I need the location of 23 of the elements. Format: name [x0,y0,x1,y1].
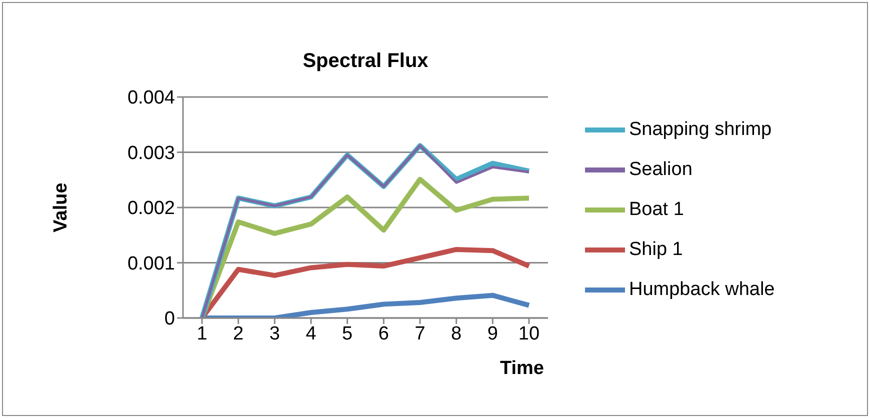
x-tick-label: 7 [414,323,426,344]
legend-label: Humpback whale [629,279,775,301]
legend-label: Boat 1 [629,199,684,221]
y-tick-label: 0.004 [127,88,176,109]
legend-label: Ship 1 [629,239,683,261]
x-tick-label: 10 [518,323,540,344]
y-tick-label: 0.001 [127,253,175,274]
x-tick-label: 6 [378,323,389,344]
y-tick-label: 0.003 [127,142,175,164]
x-tick-label: 4 [306,323,317,344]
x-tick-label: 3 [269,323,280,344]
y-axis-title: Value [50,182,72,232]
x-tick-label: 1 [196,323,208,344]
x-tick-label: 9 [487,323,498,344]
x-tick-label: 2 [233,323,244,344]
chart-title: Spectral Flux [302,50,430,73]
x-axis-title: Time [500,358,544,379]
y-tick-label: 0.002 [127,198,175,220]
legend-label: Sealion [629,159,692,181]
x-tick-label: 8 [451,323,462,344]
legend-label: Snapping shrimp [629,119,772,141]
y-tick-label: 0 [164,308,175,330]
x-tick-label: 5 [342,323,353,344]
